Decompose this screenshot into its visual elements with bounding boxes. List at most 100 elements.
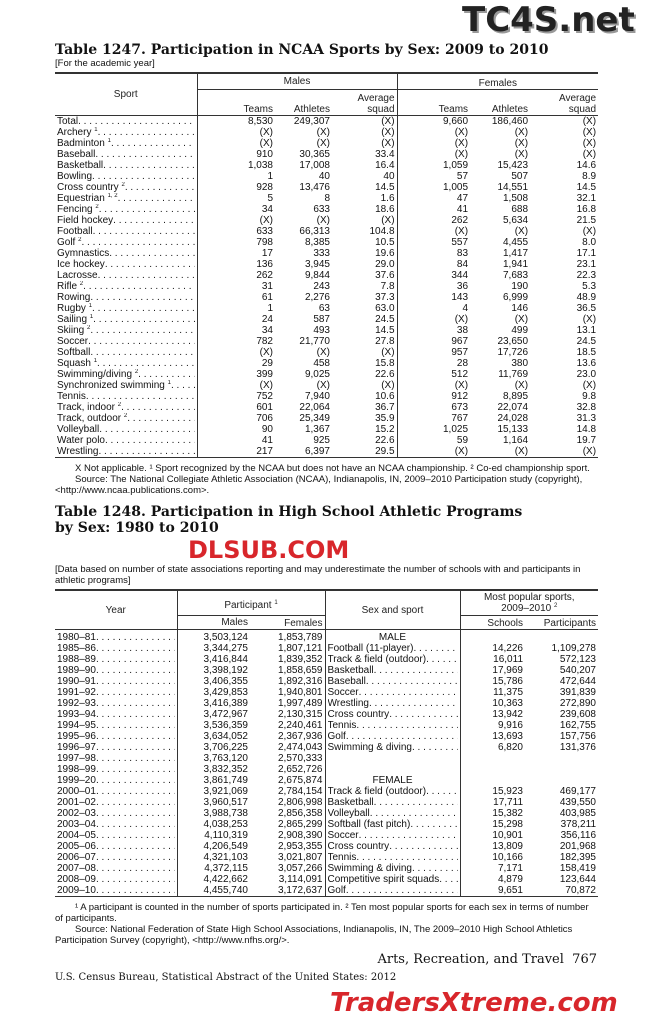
value-cell: (X)	[316, 347, 330, 358]
table2-source: Source: National Federation of State Hig…	[55, 924, 573, 946]
value-cell: 90	[196, 424, 275, 435]
value-cell: 31.3	[576, 413, 597, 424]
value-cell: (X)	[396, 138, 471, 149]
value-cell: 66,313	[299, 226, 330, 237]
value-cell: 782	[196, 336, 275, 347]
header-teams: Teams	[396, 89, 471, 116]
participants-value: 158,419	[559, 863, 596, 874]
sport-name: Baseball	[55, 149, 197, 160]
males-value: 4,372,115	[176, 863, 250, 874]
value-cell: 967	[396, 336, 471, 347]
value-cell: 688	[511, 204, 529, 215]
sport-name: Tennis	[324, 720, 460, 731]
value-cell: 22.3	[576, 270, 597, 281]
value-cell: 33.4	[375, 149, 395, 160]
value-cell: (X)	[396, 149, 471, 160]
value-cell: 15,133	[497, 424, 529, 435]
value-cell: 4,455	[503, 237, 529, 248]
value-cell: 9,660	[396, 115, 471, 127]
value-cell: (X)	[381, 138, 395, 149]
value-cell: 493	[313, 325, 330, 336]
sport-name: Cross country	[324, 841, 460, 852]
year: 2007–08	[55, 863, 177, 874]
table-row: Badminton 1(X)(X)(X)(X)(X)(X)	[55, 138, 598, 149]
schools-value: 15,298	[459, 819, 525, 830]
participants-value	[525, 630, 598, 644]
sport-name: Soccer	[55, 336, 197, 347]
sport-name: Rugby 1	[55, 303, 197, 314]
value-cell: 11,769	[498, 369, 529, 380]
value-cell: 21,770	[299, 336, 330, 347]
high-school-table: Year Participant 1 Sex and sport Most po…	[55, 589, 598, 897]
header-avg-squad: Average squad	[558, 93, 597, 115]
value-cell: 7.8	[380, 281, 395, 292]
table-row: Volleyball90 1,367 15.21,025 15,133 14.8	[55, 424, 598, 435]
value-cell: 34	[196, 204, 275, 215]
table-row: Skiing 234 493 14.538 499 13.1	[55, 325, 598, 336]
schools-value: 17,711	[459, 797, 525, 808]
value-cell: 18.6	[375, 204, 395, 215]
value-cell: (X)	[582, 116, 597, 127]
value-cell: 1,941	[503, 259, 529, 270]
sport-name: Tennis	[324, 852, 460, 863]
value-cell: (X)	[316, 127, 330, 138]
value-cell: 19.7	[576, 435, 597, 446]
value-cell: 40	[318, 171, 330, 182]
table-row: 1997–983,763,120 2,570,333	[55, 753, 598, 764]
header-athletes: Athletes	[293, 104, 330, 115]
header-males: Males	[196, 73, 398, 90]
females-value: 2,130,315	[278, 709, 323, 720]
value-cell: 8.0	[582, 237, 597, 248]
females-value: 2,474,043	[278, 742, 323, 753]
males-value: 4,038,253	[176, 819, 250, 830]
participants-value: 1,109,278	[551, 643, 597, 654]
schools-value: 10,363	[459, 698, 525, 709]
participants-value: 162,755	[559, 720, 596, 731]
value-cell: 146	[511, 303, 529, 314]
participants-value: 572,123	[559, 654, 596, 665]
table-row: Water polo41 925 22.659 1,164 19.7	[55, 435, 598, 446]
value-cell: 499	[511, 325, 529, 336]
value-cell: (X)	[514, 314, 529, 325]
value-cell: (X)	[381, 347, 395, 358]
participants-value: 131,376	[559, 742, 596, 753]
header-males: Males	[176, 615, 250, 630]
sport-name: Track, outdoor 2	[55, 413, 197, 424]
value-cell: 38	[396, 325, 471, 336]
value-cell: 673	[396, 402, 471, 413]
schools-value	[459, 775, 525, 786]
value-cell: 1,025	[396, 424, 471, 435]
sport-name: Field hockey	[55, 215, 197, 226]
value-cell: 1,508	[503, 193, 529, 204]
header-participants: Participants	[543, 618, 596, 629]
table1-note: [For the academic year]	[55, 58, 155, 69]
value-cell: 136	[196, 259, 275, 270]
value-cell: (X)	[381, 380, 395, 391]
table-row: Equestrian 1, 25 8 1.647 1,508 32.1	[55, 193, 598, 204]
value-cell: (X)	[582, 226, 597, 237]
sport-name: Basketball	[324, 665, 460, 676]
participants-value: 472,644	[559, 676, 596, 687]
value-cell: 24.5	[576, 336, 597, 347]
table-row: Rifle 231 243 7.836 190 5.3	[55, 281, 598, 292]
footer-section: Arts, Recreation, and Travel 767	[377, 952, 597, 967]
value-cell: 59	[396, 435, 471, 446]
participants-value: 272,890	[559, 698, 596, 709]
schools-value	[459, 629, 525, 643]
participants-value	[525, 775, 598, 786]
header-sport: Sport	[113, 89, 138, 100]
schools-value: 15,786	[459, 676, 525, 687]
value-cell: 8	[324, 193, 330, 204]
table-row: 1990–913,406,355 1,892,316Baseball15,786 4…	[55, 676, 598, 687]
females-value: 2,784,154	[278, 786, 323, 797]
sex-heading: MALE	[324, 629, 460, 643]
watermark-tradersxtreme: TradersXtreme.com	[330, 988, 618, 1018]
